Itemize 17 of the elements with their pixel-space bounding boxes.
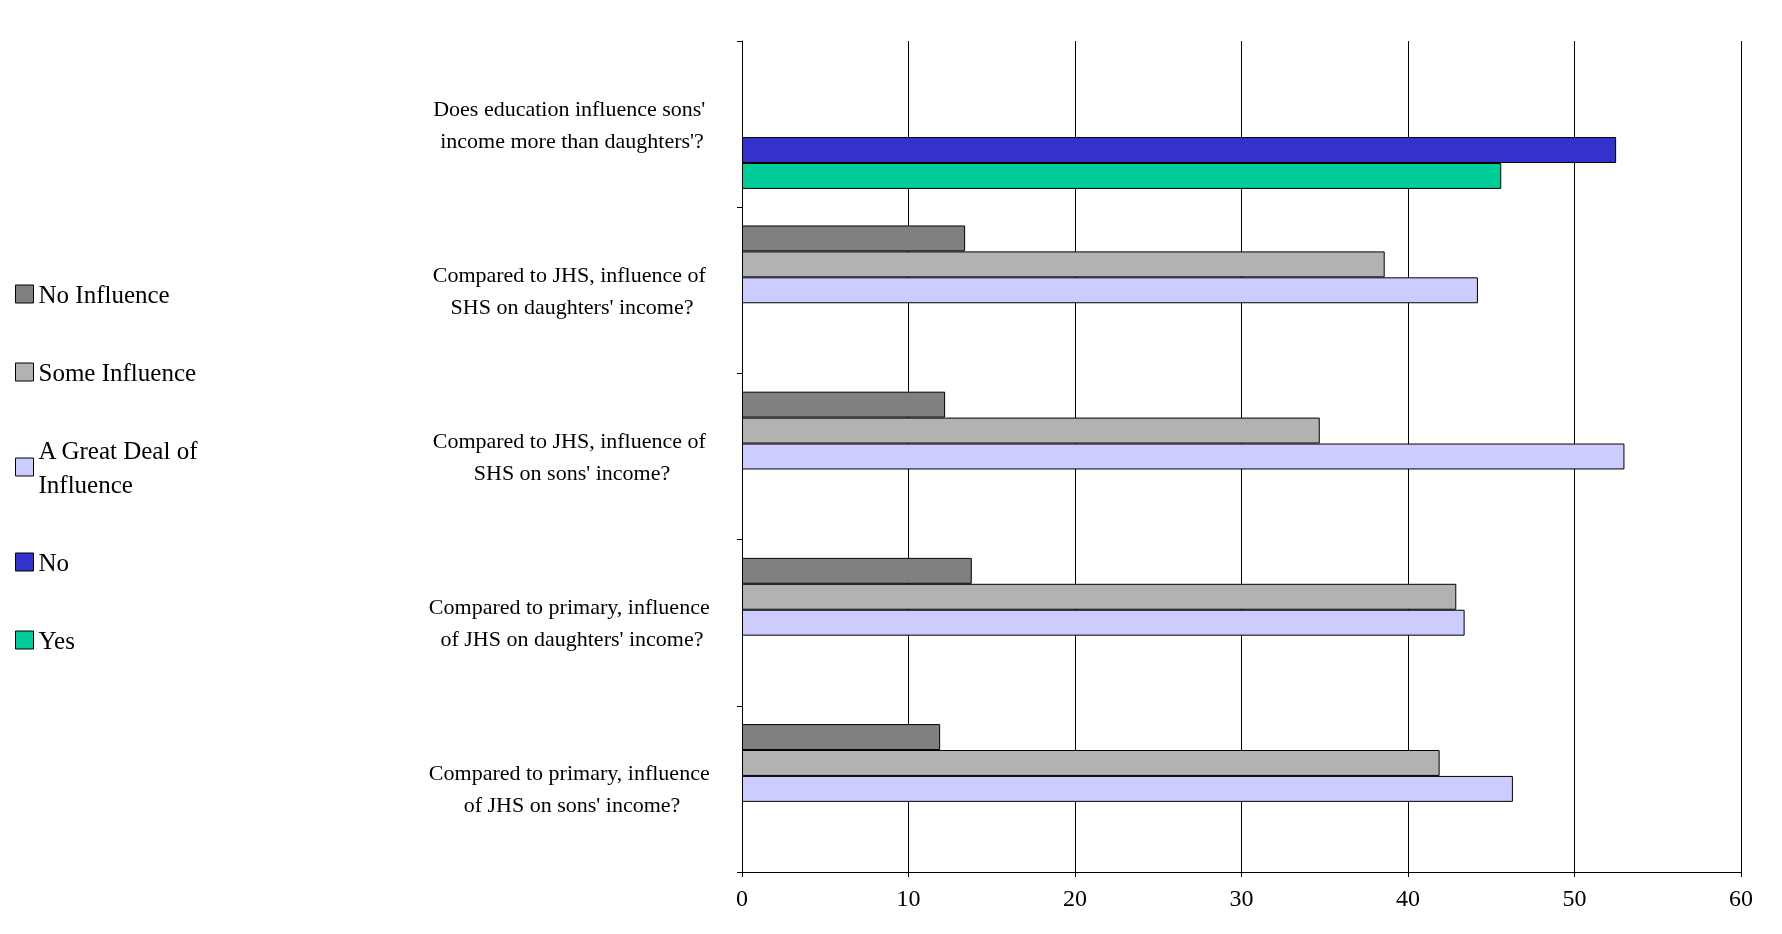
x-tick-label: 60 [1729,885,1753,911]
y-tick-label: Compared to JHS, influence of SHS on daughters' income? [432,261,712,319]
y-tick-label: Compared to JHS, influence of SHS on sons' income? [432,428,712,485]
legend-label: Some Influence [38,358,197,386]
x-tick-label: 10 [896,885,921,911]
x-tick-label: 40 [1396,885,1420,911]
legend-label: No Influence [38,280,170,308]
legend-label: No [38,548,70,576]
y-tick-label: Compared to primary, influence of JHS on daughters' income? [428,594,716,652]
x-tick-label: 30 [1229,885,1254,911]
legend-label: A Great Deal of Influence [38,436,204,498]
legend-label: Yes [38,626,75,654]
x-tick-label: 0 [736,885,748,911]
y-tick-label: Compared to primary, influence of JHS on sons' income? [428,760,716,818]
y-tick-label: Does education influence sons' income more than daughters'? [433,95,711,153]
x-tick-label: 50 [1562,885,1587,911]
x-tick-label: 20 [1063,885,1087,911]
